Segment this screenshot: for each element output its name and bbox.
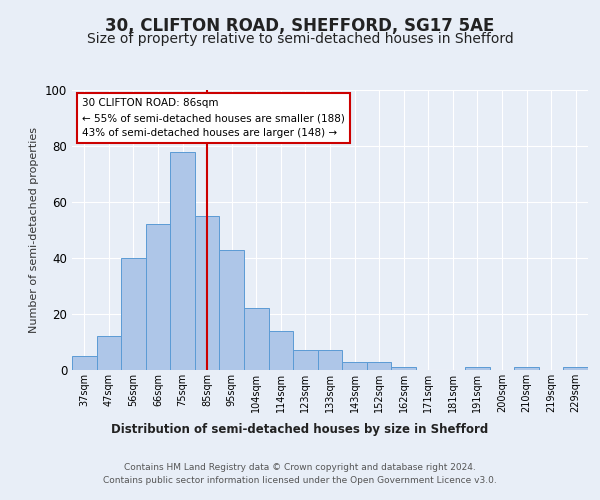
Bar xyxy=(195,216,220,370)
Text: Distribution of semi-detached houses by size in Shefford: Distribution of semi-detached houses by … xyxy=(112,422,488,436)
Bar xyxy=(342,362,367,370)
Text: 30 CLIFTON ROAD: 86sqm
← 55% of semi-detached houses are smaller (188)
43% of se: 30 CLIFTON ROAD: 86sqm ← 55% of semi-det… xyxy=(82,98,345,138)
Bar xyxy=(220,250,244,370)
Bar xyxy=(72,356,97,370)
Bar xyxy=(318,350,342,370)
Text: Contains HM Land Registry data © Crown copyright and database right 2024.: Contains HM Land Registry data © Crown c… xyxy=(124,462,476,471)
Text: Contains public sector information licensed under the Open Government Licence v3: Contains public sector information licen… xyxy=(103,476,497,485)
Bar xyxy=(514,367,539,370)
Bar xyxy=(121,258,146,370)
Bar xyxy=(146,224,170,370)
Bar xyxy=(563,367,588,370)
Bar xyxy=(269,331,293,370)
Bar xyxy=(367,362,391,370)
Bar xyxy=(97,336,121,370)
Bar xyxy=(391,367,416,370)
Bar xyxy=(244,308,269,370)
Y-axis label: Number of semi-detached properties: Number of semi-detached properties xyxy=(29,127,40,333)
Text: Size of property relative to semi-detached houses in Shefford: Size of property relative to semi-detach… xyxy=(86,32,514,46)
Text: 30, CLIFTON ROAD, SHEFFORD, SG17 5AE: 30, CLIFTON ROAD, SHEFFORD, SG17 5AE xyxy=(106,18,494,36)
Bar xyxy=(293,350,318,370)
Bar xyxy=(170,152,195,370)
Bar xyxy=(465,367,490,370)
